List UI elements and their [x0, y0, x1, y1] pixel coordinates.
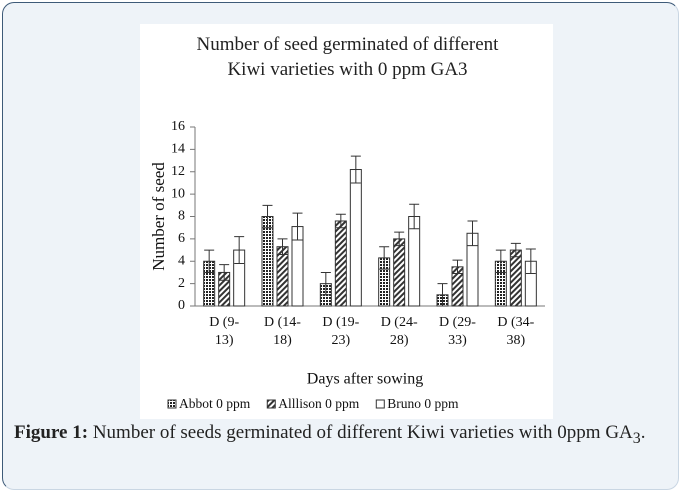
error-bar — [452, 259, 463, 275]
bar — [509, 249, 522, 307]
y-tick-label: 6 — [178, 231, 185, 246]
y-tick-label: 10 — [171, 186, 185, 201]
y-tick-label: 4 — [178, 253, 185, 268]
caption-text: Number of seeds germinated of different … — [92, 422, 633, 443]
error-bar — [204, 249, 215, 273]
error-bar — [262, 204, 273, 229]
x-tick-label: D (24-28) — [380, 315, 418, 348]
chart-svg: 0 2 4 6 8 10 12 14 16 Number of seed Days after so… — [149, 119, 545, 411]
error-bar — [495, 249, 506, 273]
error-bar — [510, 242, 521, 258]
y-tick-label: 8 — [178, 209, 185, 224]
bar — [276, 246, 289, 307]
x-axis-label: Days after sowing — [307, 371, 423, 388]
y-tick-label: 16 — [171, 119, 185, 134]
chart-title: Number of seed germinated of different K… — [196, 34, 499, 80]
y-axis-label: Number of seed — [149, 162, 168, 271]
bar — [393, 238, 406, 307]
y-tick-label: 2 — [178, 276, 185, 291]
error-bar — [320, 271, 331, 296]
error-bar — [437, 283, 448, 307]
error-bar — [277, 238, 288, 256]
legend-label: Abbot 0 ppm — [179, 396, 251, 411]
error-bar — [335, 213, 346, 229]
bar — [349, 169, 362, 307]
y-tick-label: 0 — [178, 298, 185, 313]
error-bar — [379, 246, 390, 270]
caption-end: . — [640, 422, 646, 443]
y-tick-label: 14 — [171, 142, 185, 157]
legend-swatch — [167, 399, 177, 409]
caption: Figure 1: Number of seeds germinated of … — [14, 420, 664, 451]
error-bar — [394, 231, 405, 247]
caption-subscript: 3 — [632, 429, 641, 447]
y-tick-label: 12 — [171, 164, 185, 179]
x-tick-label: D (14-18) — [264, 315, 301, 348]
legend-label: Bruno 0 ppm — [387, 396, 459, 411]
error-bar — [219, 264, 230, 281]
x-tick-label: D (9-13) — [209, 315, 240, 348]
bar — [408, 216, 421, 307]
x-tick-label: D (34-38) — [497, 315, 535, 348]
error-bar — [234, 236, 245, 264]
legend-swatch — [375, 399, 385, 409]
x-tick-label: D (29-33) — [439, 315, 476, 348]
error-bar — [350, 155, 361, 184]
legend-swatch — [266, 399, 276, 409]
x-tick-label: D (19-23) — [322, 315, 360, 348]
legend-label: Alllison 0 ppm — [278, 396, 360, 411]
error-bar — [292, 212, 303, 241]
chart: 0 2 4 6 8 10 12 14 16 Number of seed Days after so… — [140, 24, 553, 419]
error-bar — [525, 248, 536, 275]
bar — [261, 216, 274, 307]
bar — [334, 220, 347, 307]
error-bar — [467, 220, 478, 247]
error-bar — [409, 203, 420, 230]
caption-label: Figure 1: — [14, 422, 89, 443]
